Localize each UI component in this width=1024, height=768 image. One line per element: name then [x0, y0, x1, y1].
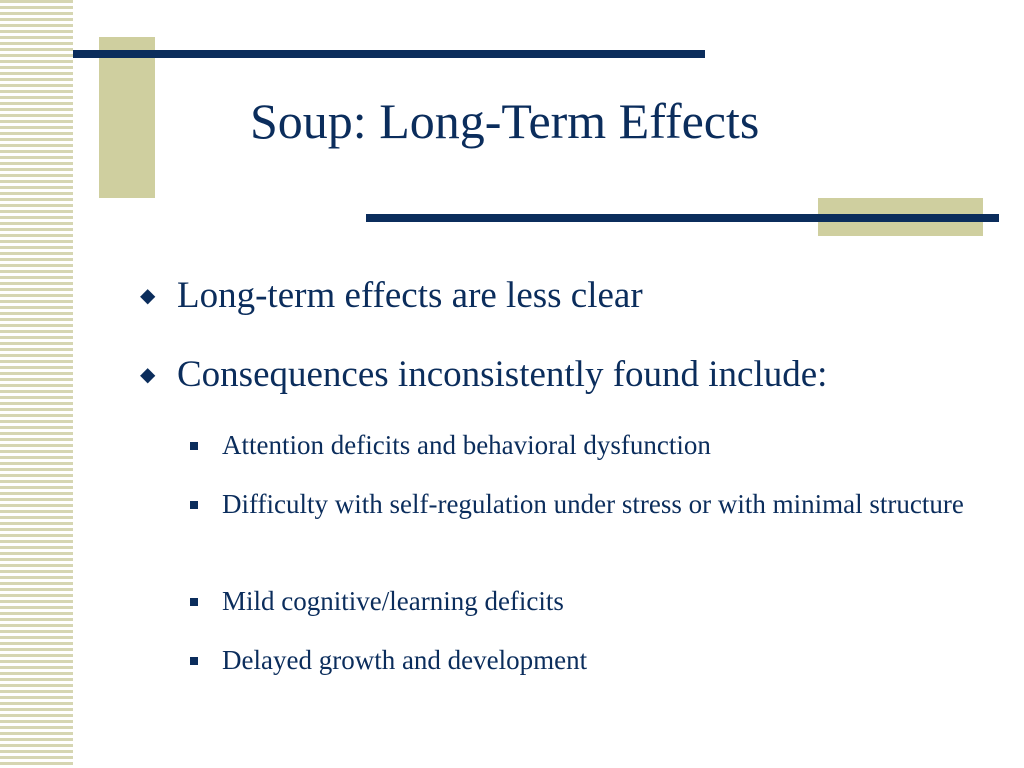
subbullet-delayed-growth: Delayed growth and development — [190, 642, 970, 679]
left-stripe-decoration — [0, 0, 73, 768]
slide-title: Soup: Long-Term Effects — [250, 93, 760, 149]
diamond-bullet-icon: ◆ — [140, 285, 156, 307]
subbullet-text: Difficulty with self-regulation under st… — [222, 489, 964, 519]
subbullet-text: Delayed growth and development — [222, 645, 588, 675]
title-rule-top — [73, 50, 705, 58]
square-bullet-icon — [190, 442, 198, 450]
subbullet-attention-deficits: Attention deficits and behavioral dysfun… — [190, 427, 970, 464]
square-bullet-icon — [190, 657, 198, 665]
subbullet-text: Attention deficits and behavioral dysfun… — [222, 430, 711, 460]
bullet-text: Consequences inconsistently found includ… — [177, 354, 828, 395]
subbullet-text: Mild cognitive/learning deficits — [222, 586, 564, 616]
square-bullet-icon — [190, 501, 198, 509]
subbullet-self-regulation: Difficulty with self-regulation under st… — [190, 486, 970, 523]
bullet-text: Long-term effects are less clear — [177, 275, 643, 316]
tan-accent-block-top — [99, 37, 155, 198]
title-rule-bottom — [366, 214, 999, 222]
diamond-bullet-icon: ◆ — [140, 364, 156, 386]
square-bullet-icon — [190, 598, 198, 606]
subbullet-cognitive-deficits: Mild cognitive/learning deficits — [190, 583, 970, 620]
